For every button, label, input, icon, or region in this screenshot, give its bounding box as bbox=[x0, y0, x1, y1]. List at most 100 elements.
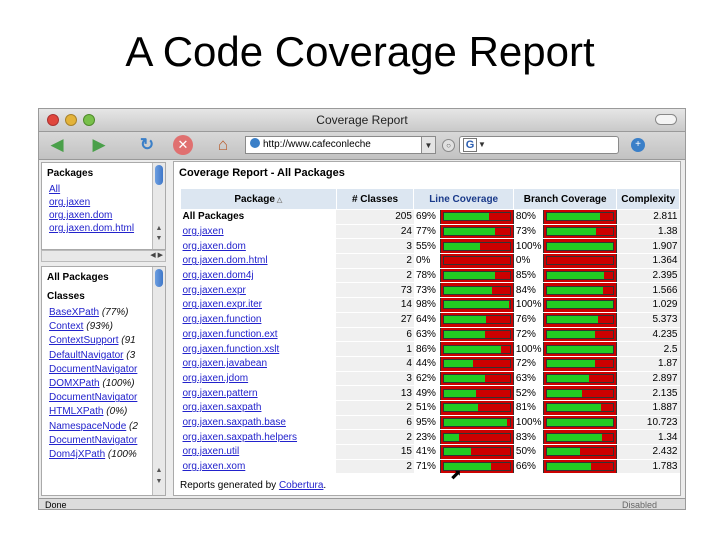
close-window-icon[interactable] bbox=[47, 114, 59, 126]
classes-count: 2 bbox=[336, 400, 414, 416]
class-link[interactable]: DocumentNavigator bbox=[49, 434, 138, 446]
forward-arrow-icon[interactable]: ▶ bbox=[92, 135, 106, 154]
package-link[interactable]: org.jaxen.dom bbox=[182, 240, 246, 252]
package-link[interactable]: org.jaxen.saxpath bbox=[182, 402, 262, 414]
toolbar: ◀ ▶ ↻ ✕ ⌂ http://www.cafeconleche ▼ ○ G … bbox=[39, 132, 685, 160]
zoom-window-icon[interactable] bbox=[83, 114, 95, 126]
classes-scrollbar[interactable]: ▲ ▼ bbox=[152, 267, 165, 495]
scroll-up-icon[interactable]: ▲ bbox=[155, 467, 163, 474]
classes-count: 3 bbox=[336, 238, 414, 255]
column-header-branch-coverage[interactable]: Branch Coverage bbox=[512, 188, 618, 210]
line-coverage-bar bbox=[442, 462, 511, 472]
package-cell: org.jaxen.expr.iter bbox=[180, 297, 337, 313]
column-header-classes[interactable]: # Classes bbox=[335, 188, 415, 210]
package-link[interactable]: org.jaxen bbox=[49, 197, 91, 208]
coverage-table-body: All Packages 205 69% 80% 2.811 org.jaxen 24 77%… bbox=[180, 209, 680, 475]
cobertura-link[interactable]: Cobertura bbox=[278, 480, 324, 491]
search-engine-icon[interactable]: G bbox=[463, 138, 477, 152]
package-link[interactable]: All bbox=[49, 184, 61, 195]
table-row: org.jaxen.dom 3 55% 100% 1.907 bbox=[180, 238, 680, 255]
table-row: org.jaxen.xom 2 71% 66% 1.783 bbox=[180, 458, 680, 475]
line-coverage-fill bbox=[443, 448, 471, 456]
address-dropdown-icon[interactable]: ▼ bbox=[422, 136, 436, 154]
toolbar-toggle-button[interactable] bbox=[655, 114, 677, 125]
package-link[interactable]: org.jaxen.saxpath.base bbox=[182, 416, 286, 428]
class-link[interactable]: DocumentNavigator bbox=[49, 392, 138, 404]
column-header-line-coverage[interactable]: Line Coverage bbox=[413, 188, 514, 210]
scroll-down-icon[interactable]: ▼ bbox=[155, 235, 163, 242]
back-arrow-icon[interactable]: ◀ bbox=[50, 135, 64, 154]
stop-icon[interactable]: ✕ bbox=[173, 135, 193, 155]
package-link[interactable]: org.jaxen.xom bbox=[182, 461, 246, 473]
package-link[interactable]: org.jaxen.function bbox=[182, 314, 262, 326]
report-frame: Coverage Report - All Packages Package △ … bbox=[173, 161, 681, 496]
class-link[interactable]: NamespaceNode bbox=[49, 420, 127, 432]
class-link[interactable]: DocumentNavigator bbox=[49, 363, 138, 375]
table-row: org.jaxen.pattern 13 49% 52% 2.135 bbox=[180, 385, 680, 401]
class-link[interactable]: ContextSupport bbox=[49, 335, 119, 347]
column-header-package[interactable]: Package △ bbox=[180, 188, 337, 210]
line-coverage-bar-cell bbox=[439, 385, 514, 401]
class-link[interactable]: DOMXPath bbox=[49, 378, 100, 390]
line-coverage-pct: 0% bbox=[413, 253, 441, 269]
package-link[interactable]: org.jaxen.function.ext bbox=[182, 328, 278, 340]
package-link[interactable]: org.jaxen.saxpath.helpers bbox=[182, 431, 298, 443]
branch-coverage-fill bbox=[547, 316, 598, 324]
packages-hscrollbar[interactable]: ◀ ▶ bbox=[41, 250, 166, 262]
branch-coverage-fill bbox=[547, 301, 614, 309]
package-link[interactable]: org.jaxen.util bbox=[182, 446, 240, 458]
scroll-thumb[interactable] bbox=[155, 165, 163, 185]
line-coverage-bar-cell bbox=[439, 355, 514, 372]
package-cell: org.jaxen bbox=[180, 224, 337, 240]
class-link[interactable]: HTMLXPath bbox=[49, 406, 104, 418]
address-bar[interactable]: http://www.cafeconleche bbox=[245, 136, 422, 154]
class-list-item: HTMLXPath (0%) bbox=[49, 405, 165, 419]
hscroll-arrows-icon[interactable]: ◀ ▶ bbox=[150, 252, 163, 259]
package-cell: All Packages bbox=[180, 209, 337, 225]
branch-coverage-fill bbox=[547, 404, 601, 412]
classes-count: 1 bbox=[336, 341, 414, 357]
minimize-window-icon[interactable] bbox=[65, 114, 77, 126]
branch-coverage-bar bbox=[546, 256, 615, 266]
package-link[interactable]: org.jaxen.jdom bbox=[182, 372, 249, 384]
column-header-complexity[interactable]: Complexity bbox=[616, 188, 680, 210]
line-coverage-fill bbox=[443, 213, 490, 221]
reload-icon[interactable]: ↻ bbox=[139, 135, 155, 154]
search-input[interactable]: G ▼ bbox=[459, 136, 619, 154]
complexity-value: 2.811 bbox=[616, 209, 680, 225]
go-button-icon[interactable]: ○ bbox=[442, 139, 455, 152]
branch-coverage-bar bbox=[546, 227, 615, 237]
package-link[interactable]: org.jaxen.dom bbox=[49, 210, 113, 221]
branch-coverage-bar bbox=[546, 285, 615, 295]
package-link[interactable]: org.jaxen.pattern bbox=[182, 387, 258, 399]
package-link[interactable]: org.jaxen.dom.html bbox=[49, 223, 135, 234]
scroll-thumb[interactable] bbox=[155, 269, 163, 287]
home-icon[interactable]: ⌂ bbox=[217, 135, 229, 154]
package-link[interactable]: org.jaxen.dom.html bbox=[182, 255, 268, 267]
table-row: org.jaxen.dom.html 2 0% 0% 1.364 bbox=[180, 253, 680, 269]
class-link[interactable]: BaseXPath bbox=[49, 307, 100, 318]
complexity-value: 5.373 bbox=[616, 312, 680, 328]
package-cell: org.jaxen.saxpath.helpers bbox=[180, 429, 337, 445]
scroll-up-icon[interactable]: ▲ bbox=[155, 225, 163, 232]
complexity-value: 1.87 bbox=[616, 356, 680, 372]
package-link[interactable]: org.jaxen.javabean bbox=[182, 358, 268, 370]
packages-scrollbar[interactable]: ▲ ▼ bbox=[152, 163, 165, 249]
package-link[interactable]: org.jaxen.function.xslt bbox=[182, 343, 280, 355]
package-link[interactable]: org.jaxen.expr bbox=[182, 284, 246, 296]
window-title: Coverage Report bbox=[316, 113, 408, 127]
class-link[interactable]: Context bbox=[49, 321, 84, 333]
branch-coverage-fill bbox=[547, 389, 582, 397]
add-bookmark-icon[interactable]: + bbox=[631, 138, 645, 152]
class-link[interactable]: DefaultNavigator bbox=[49, 349, 124, 361]
branch-coverage-bar-cell bbox=[543, 399, 618, 416]
complexity-value: 2.395 bbox=[616, 268, 680, 284]
package-link[interactable]: org.jaxen.dom4j bbox=[182, 270, 254, 282]
package-cell: org.jaxen.saxpath bbox=[180, 400, 337, 416]
search-engine-dropdown-icon[interactable]: ▼ bbox=[478, 140, 486, 149]
class-link[interactable]: Dom4jXPath bbox=[49, 449, 106, 461]
report-title: Coverage Report - All Packages bbox=[179, 167, 345, 179]
package-link[interactable]: org.jaxen.expr.iter bbox=[182, 299, 263, 311]
package-link[interactable]: org.jaxen bbox=[182, 226, 224, 238]
scroll-down-icon[interactable]: ▼ bbox=[155, 478, 163, 485]
